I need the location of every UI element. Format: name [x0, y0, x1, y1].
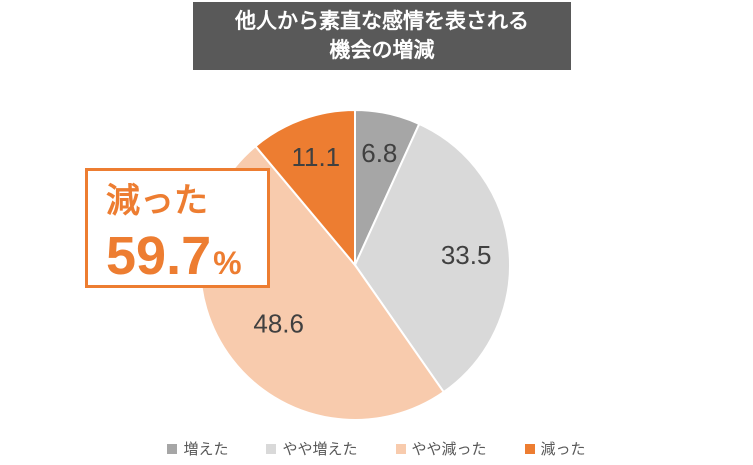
legend-swatch [167, 443, 178, 454]
pie-slice-4 [254, 108, 356, 268]
pie-data-label-3: 48.6 [253, 308, 304, 338]
pie-data-label-4: 11.1 [291, 142, 340, 172]
legend-label: 増えた [183, 440, 229, 458]
chart-title: 他人から素直な感情を表される 機会の増減 [193, 2, 571, 70]
callout-value: 59.7 [106, 226, 212, 286]
callout-label: 減った [106, 181, 208, 221]
pie-data-label-2: 33.5 [441, 240, 492, 270]
chart-legend: 増えた やや増えた やや減った 減った [0, 438, 753, 459]
pie-data-label-1: 6.8 [361, 138, 397, 168]
legend-label: やや減った [411, 440, 487, 458]
legend-item-4: 減った [524, 438, 586, 459]
chart-title-line1: 他人から素直な感情を表される [235, 9, 529, 33]
legend-swatch [524, 443, 535, 454]
pie-slice-2 [353, 122, 511, 394]
decrease-callout: 減った 59.7% [85, 168, 270, 288]
legend-item-2: やや増えた [266, 438, 358, 459]
legend-label: 減った [540, 440, 586, 458]
callout-unit: % [213, 245, 242, 281]
legend-item-1: 増えた [167, 438, 228, 459]
legend-swatch [266, 443, 277, 454]
legend-item-3: やや減った [395, 438, 487, 459]
chart-title-line2: 機会の増減 [329, 38, 435, 62]
callout-value-line: 59.7% [106, 227, 242, 292]
legend-swatch [395, 443, 406, 454]
legend-label: やや増えた [282, 440, 358, 458]
